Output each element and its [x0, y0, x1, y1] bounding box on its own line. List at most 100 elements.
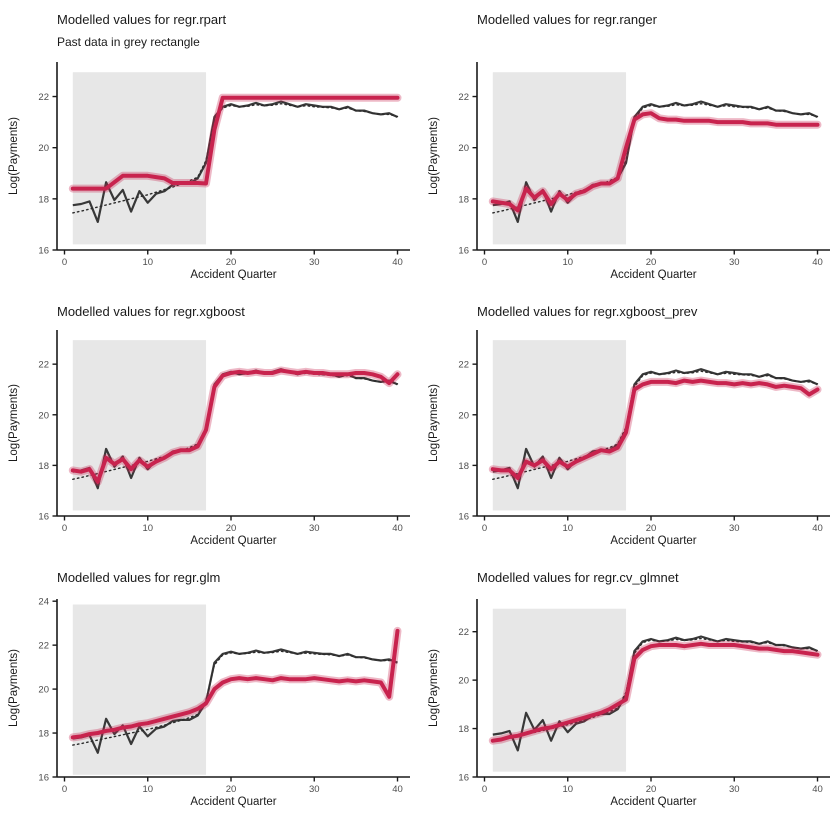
y-tick-label: 16	[458, 246, 469, 257]
y-tick-label: 22	[38, 92, 49, 103]
chart-regr-xgboost-prev: 16 18 20 22 0 10 20 30 40 Accident Quarter Log(Pay…	[428, 330, 830, 547]
x-tick-label: 10	[562, 784, 573, 795]
y-tick-label: 18	[38, 729, 49, 740]
x-tick-label: 20	[226, 784, 237, 795]
x-tick-label: 20	[646, 784, 657, 795]
x-tick-label: 10	[142, 257, 153, 268]
underlying-dotted-line	[72, 102, 399, 214]
past-data-rect	[492, 340, 627, 511]
modelled-line	[490, 111, 820, 213]
x-tick-label: 40	[812, 784, 823, 795]
panel-regr-glm: Modelled values for regr.glm 16 18 20 22 24 0…	[0, 560, 420, 840]
x-tick-label: 0	[482, 257, 487, 268]
x-tick-label: 0	[482, 784, 487, 795]
x-tick-label: 30	[309, 523, 320, 534]
modelled-line	[70, 368, 400, 484]
x-tick-label: 0	[482, 523, 487, 534]
y-tick-label: 20	[38, 143, 49, 154]
underlying-dotted-line	[72, 650, 399, 746]
y-tick-label: 16	[38, 512, 49, 523]
past-data-rect	[72, 340, 207, 511]
y-tick-label: 18	[458, 461, 469, 472]
y-tick-label: 24	[38, 597, 49, 608]
panel-regr-xgboost: Modelled values for regr.xgboost 16 18 20 2…	[0, 280, 420, 560]
x-tick-label: 20	[226, 523, 237, 534]
modelled-line	[70, 95, 400, 191]
y-tick-label: 22	[458, 627, 469, 638]
x-tick-label: 30	[729, 523, 740, 534]
x-tick-label: 10	[142, 523, 153, 534]
x-axis-title: Accident Quarter	[190, 269, 276, 280]
underlying-dotted-line	[492, 637, 819, 743]
y-tick-label: 20	[458, 410, 469, 421]
panel-title: Modelled values for regr.xgboost	[57, 304, 245, 319]
actual-line	[492, 635, 818, 752]
x-tick-label: 10	[562, 523, 573, 534]
x-tick-label: 30	[729, 257, 740, 268]
y-tick-label: 18	[458, 194, 469, 205]
y-tick-label: 22	[458, 92, 469, 103]
y-tick-label: 20	[38, 685, 49, 696]
x-tick-label: 40	[392, 257, 403, 268]
y-tick-label: 22	[458, 360, 469, 371]
x-tick-label: 20	[646, 523, 657, 534]
x-axis-title: Accident Quarter	[190, 535, 276, 547]
chart-regr-xgboost: 16 18 20 22 0 10 20 30 40 Accident Quarter Log(Pay…	[8, 330, 410, 547]
y-axis-title: Log(Payments)	[428, 117, 440, 195]
past-data-rect	[492, 608, 627, 772]
panel-regr-rpart: Modelled values for regr.rpart Past data…	[0, 0, 420, 280]
modelled-line	[490, 378, 820, 480]
x-axis-title: Accident Quarter	[610, 535, 696, 547]
chart-regr-cv-glmnet: 16 18 20 22 0 10 20 30 40 Accident Quarter Log(Pay…	[428, 599, 830, 808]
y-tick-label: 20	[458, 676, 469, 687]
y-tick-label: 16	[38, 773, 49, 784]
x-tick-label: 40	[392, 784, 403, 795]
panel-title: Modelled values for regr.glm	[57, 570, 221, 585]
x-tick-label: 0	[62, 523, 67, 534]
y-tick-label: 18	[38, 461, 49, 472]
panel-regr-xgboost-prev: Modelled values for regr.xgboost_prev 16…	[420, 280, 840, 560]
panel-regr-ranger: Modelled values for regr.ranger 16 18 20 22…	[420, 0, 840, 280]
x-axis-title: Accident Quarter	[190, 796, 276, 808]
y-axis-title: Log(Payments)	[8, 117, 20, 195]
y-tick-label: 20	[38, 410, 49, 421]
past-data-rect	[492, 72, 627, 245]
x-axis-title: Accident Quarter	[610, 269, 696, 280]
y-tick-label: 20	[458, 143, 469, 154]
underlying-dotted-line	[492, 370, 819, 481]
x-tick-label: 0	[62, 784, 67, 795]
past-data-rect	[72, 72, 207, 245]
y-tick-label: 16	[458, 512, 469, 523]
x-axis-title: Accident Quarter	[610, 796, 696, 808]
x-tick-label: 20	[226, 257, 237, 268]
panel-subtitle: Past data in grey rectangle	[57, 35, 200, 49]
chart-regr-glm: 16 18 20 22 24 0 10 20 30 40 Accident Quarter Log(P…	[8, 597, 410, 808]
chart-regr-ranger: 16 18 20 22 0 10 20 30 40 Accident Quarter Log(Pay…	[428, 62, 830, 280]
past-data-rect	[72, 604, 207, 775]
x-tick-label: 20	[646, 257, 657, 268]
y-axis-title: Log(Payments)	[428, 649, 440, 727]
y-axis-title: Log(Payments)	[428, 384, 440, 462]
x-tick-label: 40	[812, 523, 823, 534]
y-tick-label: 18	[38, 194, 49, 205]
y-tick-label: 22	[38, 360, 49, 371]
x-tick-label: 40	[392, 523, 403, 534]
x-tick-label: 10	[142, 784, 153, 795]
x-tick-label: 30	[729, 784, 740, 795]
y-tick-label: 18	[458, 724, 469, 735]
panel-title: Modelled values for regr.xgboost_prev	[477, 304, 698, 319]
panel-title: Modelled values for regr.ranger	[477, 12, 657, 27]
x-tick-label: 40	[812, 257, 823, 268]
modelled-line	[490, 641, 820, 743]
y-axis-title: Log(Payments)	[8, 384, 20, 462]
y-tick-label: 16	[38, 246, 49, 257]
y-tick-label: 16	[458, 773, 469, 784]
x-tick-label: 0	[62, 257, 67, 268]
modelled-line	[70, 628, 400, 740]
x-tick-label: 30	[309, 257, 320, 268]
panel-regr-cv-glmnet: Modelled values for regr.cv_glmnet 16 18 2…	[420, 560, 840, 840]
x-tick-label: 30	[309, 784, 320, 795]
y-axis-title: Log(Payments)	[8, 649, 20, 727]
panel-title: Modelled values for regr.rpart	[57, 12, 227, 27]
